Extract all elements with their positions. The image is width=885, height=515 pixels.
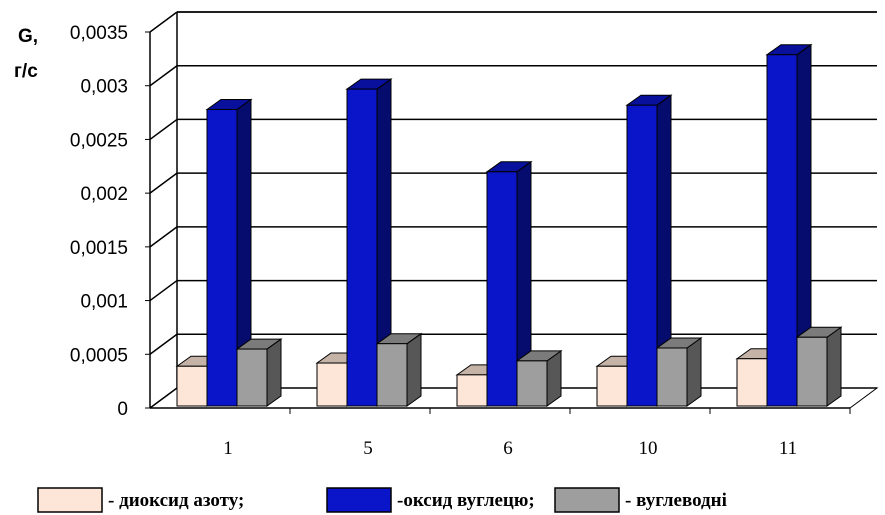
bar-side	[266, 338, 282, 407]
bar-side	[686, 337, 702, 407]
bar	[205, 98, 253, 407]
gridline-depth	[149, 118, 178, 141]
gridline-depth	[149, 387, 178, 409]
x-tick-label: 10	[639, 438, 658, 459]
y-tick-label: 0,001	[80, 292, 128, 313]
bar	[235, 338, 283, 407]
legend-swatch	[554, 487, 620, 513]
x-tick-label: 11	[779, 438, 797, 459]
bar-side	[826, 326, 842, 407]
bar-front	[316, 362, 348, 407]
y-tick-label: 0,0035	[70, 23, 128, 44]
y-tick-label: 0,0005	[70, 345, 128, 366]
bar-front	[346, 88, 378, 407]
bar	[485, 160, 533, 407]
y-axis-label-line1: G,	[18, 26, 38, 47]
bar-front	[596, 365, 628, 407]
bar-side	[406, 332, 422, 407]
y-tick-label: 0,0025	[70, 130, 128, 151]
bar-front	[206, 108, 238, 407]
legend-label: - вуглеводні	[625, 490, 727, 511]
x-tick-label: 6	[503, 438, 513, 459]
bar	[625, 94, 673, 407]
gridline-depth	[149, 172, 178, 194]
y-axis-label-line2: г/с	[14, 61, 38, 82]
bar-front	[736, 358, 768, 407]
y-tick-label: 0,0015	[70, 238, 128, 259]
bar	[345, 78, 393, 407]
y-tick-label: 0,002	[80, 184, 128, 205]
bar-front	[456, 374, 488, 407]
gridline-depth	[149, 279, 178, 302]
bar-front	[656, 347, 688, 407]
y-axis-ticks: 0 0,0005 0,001 0,0015 0,002 0,0025 0,003 0,0035	[70, 23, 150, 420]
y-tick-label: 0,003	[80, 77, 128, 98]
legend: - диоксид азоту; -оксид вуглецю; - вуглево…	[37, 487, 727, 513]
gridline-depth	[149, 65, 178, 87]
bar	[515, 349, 563, 407]
x-axis-ticks: 1 5 6 10 11	[150, 407, 851, 459]
y-tick-label: 0	[117, 399, 128, 420]
bar-front	[376, 343, 408, 407]
bar-front	[516, 360, 548, 407]
bar	[655, 337, 703, 407]
bar	[765, 43, 813, 407]
bars	[175, 43, 843, 407]
bar	[795, 326, 843, 407]
x-tick-label: 5	[363, 438, 373, 459]
legend-label: -оксид вуглецю;	[397, 490, 535, 511]
bar	[375, 332, 423, 407]
legend-label: - диоксид азоту;	[108, 490, 244, 511]
legend-swatch	[37, 487, 103, 513]
legend-swatch	[326, 487, 392, 513]
bar-front	[236, 348, 268, 407]
bar-front	[796, 336, 828, 407]
bar-front	[486, 171, 518, 407]
gridline-depth	[149, 11, 178, 33]
bar-front	[766, 54, 798, 407]
gridline-depth	[149, 333, 178, 355]
bar-front	[176, 365, 208, 407]
gridline-depth	[149, 226, 178, 248]
x-tick-label: 1	[223, 438, 233, 459]
bar-front	[626, 104, 658, 407]
